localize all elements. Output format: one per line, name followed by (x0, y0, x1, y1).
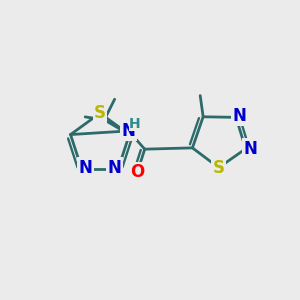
Text: N: N (122, 122, 136, 140)
Text: N: N (232, 107, 246, 125)
Text: S: S (94, 104, 106, 122)
Text: N: N (108, 159, 122, 177)
Text: H: H (129, 116, 141, 130)
Text: S: S (213, 159, 225, 177)
Text: N: N (243, 140, 257, 158)
Text: N: N (78, 159, 92, 177)
Text: O: O (130, 163, 145, 181)
